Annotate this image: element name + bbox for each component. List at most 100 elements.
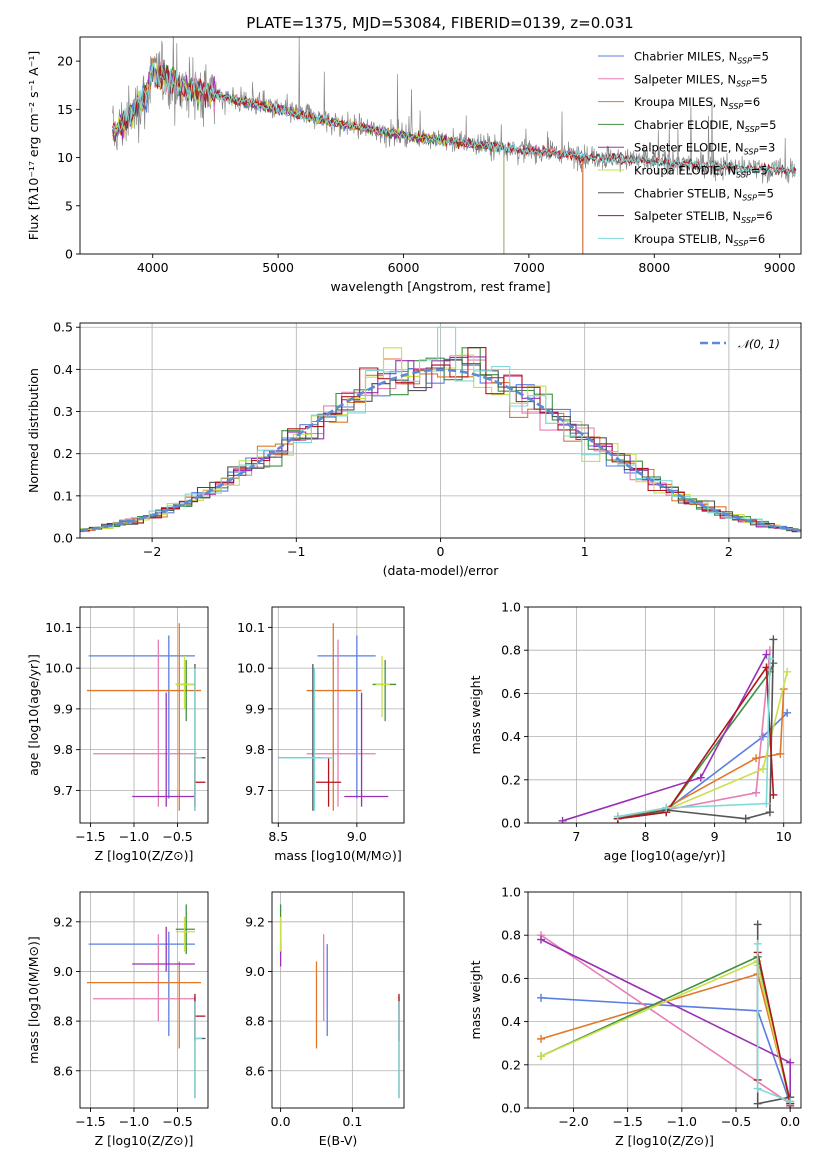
data-point xyxy=(696,773,705,782)
data-point xyxy=(558,816,567,823)
data-point xyxy=(786,1097,795,1106)
y-tick-label: 8.6 xyxy=(53,1063,73,1078)
plot-area xyxy=(279,904,400,1099)
data-point xyxy=(786,1058,795,1067)
y-tick-label: 0.2 xyxy=(53,446,73,461)
series-chabrier-miles xyxy=(537,993,795,1108)
y-axis-label: Normed distribution xyxy=(26,368,41,493)
legend-entry-kroupa-miles: Kroupa MILES, NSSP=6 xyxy=(634,95,760,111)
data-point xyxy=(753,1099,762,1108)
model-spectrum-kroupa-stelib xyxy=(112,62,797,176)
series-line xyxy=(617,665,775,820)
series-salpeter-stelib xyxy=(613,663,778,823)
x-tick-label: 9.0 xyxy=(347,829,367,844)
legend-entry-kroupa-stelib: Kroupa STELIB, NSSP=6 xyxy=(634,232,765,248)
y-tick-label: 9.9 xyxy=(53,701,73,716)
y-tick-label: 15 xyxy=(57,102,73,117)
series-line xyxy=(540,997,791,1104)
data-point xyxy=(769,790,778,799)
data-point xyxy=(783,708,792,717)
x-tick-label: 7000 xyxy=(513,260,545,275)
y-tick-label: 9.8 xyxy=(245,742,265,757)
x-tick-label: −1.5 xyxy=(612,1114,642,1129)
y-tick-label: 9.9 xyxy=(245,701,265,716)
series-line xyxy=(540,973,791,1102)
y-tick-label: 0.5 xyxy=(53,320,73,335)
data-point xyxy=(662,803,671,812)
axes-frame xyxy=(79,891,209,1109)
errorbar-kroupa-miles xyxy=(86,961,202,1049)
x-axis-label: mass [log10(M/M⊙)] xyxy=(274,848,402,863)
errorbar-chabrier-stelib xyxy=(194,664,206,811)
y-tick-label: 0.0 xyxy=(501,1101,521,1116)
y-tick-label: 0.2 xyxy=(501,772,521,787)
x-axis-label: Z [log10(Z/Z⊙)] xyxy=(95,1133,194,1148)
series-kroupa-elodie xyxy=(537,957,795,1108)
y-tick-label: 8.6 xyxy=(245,1063,265,1078)
axes-frame xyxy=(527,891,802,1109)
data-point xyxy=(537,935,545,944)
data-point xyxy=(753,1084,762,1093)
y-tick-label: 10.1 xyxy=(45,620,73,635)
errorbar-kroupa-miles xyxy=(306,623,362,811)
y-tick-label: 0 xyxy=(65,247,73,262)
x-tick-label: 8000 xyxy=(638,260,670,275)
series-line xyxy=(540,959,791,1104)
errorbar-salpeter-stelib xyxy=(316,757,342,807)
series-kroupa-miles xyxy=(613,685,788,823)
series-line xyxy=(562,654,768,822)
y-tick-label: 0.0 xyxy=(53,531,73,546)
y-tick-label: 0.8 xyxy=(501,928,521,943)
x-axis-label: Z [log10(Z/Z⊙)] xyxy=(95,848,194,863)
errorbar-chabrier-miles xyxy=(317,635,376,799)
y-tick-label: 10 xyxy=(57,150,73,165)
series-line xyxy=(617,650,771,818)
y-tick-label: 0.2 xyxy=(501,1057,521,1072)
x-tick-label: 1 xyxy=(581,544,589,559)
y-axis-label: mass weight xyxy=(468,675,483,754)
errorbar-salpeter-miles xyxy=(306,639,376,807)
data-point xyxy=(762,650,771,659)
x-tick-label: 0 xyxy=(437,544,445,559)
x-tick-label: 0.1 xyxy=(342,1114,362,1129)
errorbar-kroupa-stelib xyxy=(278,668,334,811)
errorbar-chabrier-miles xyxy=(88,931,195,1036)
y-tick-label: 0.6 xyxy=(501,971,521,986)
axes-frame xyxy=(79,606,209,824)
errorbar-salpeter-stelib xyxy=(194,757,206,807)
errorbar-kroupa-elodie xyxy=(175,916,195,952)
axes-frame xyxy=(271,891,405,1109)
y-tick-label: 0.1 xyxy=(53,488,73,503)
errorbar-chabrier-elodie xyxy=(175,904,195,955)
panel-mass-vs-EBV: 0.0 0.1 8.6 8.8 9.0 9.2 E(B-V) xyxy=(245,891,405,1148)
y-tick-label: 9.0 xyxy=(53,964,73,979)
legend-entry-kroupa-elodie: Kroupa ELODIE, NSSP=5 xyxy=(634,164,768,180)
x-tick-label: 2 xyxy=(725,544,733,559)
plot-area xyxy=(86,623,206,811)
x-axis-label: wavelength [Angstrom, rest frame] xyxy=(330,279,550,294)
y-tick-label: 1.0 xyxy=(501,885,521,900)
panel-age-vs-mass: 8.5 9.0 9.7 9.8 9.9 10.0 10.1 mass [log10(M/M⊙)… xyxy=(237,606,405,863)
series-kroupa-stelib xyxy=(753,939,795,1106)
x-tick-label: 0.0 xyxy=(271,1114,291,1129)
data-point xyxy=(613,812,622,821)
data-point xyxy=(753,920,762,929)
errorbar-kroupa-stelib xyxy=(194,668,202,811)
errorbar-salpeter-miles xyxy=(93,934,195,1022)
x-tick-label: 7 xyxy=(572,829,580,844)
y-axis-label: age [log10(age/yr)] xyxy=(26,654,41,776)
x-tick-label: −1.5 xyxy=(75,1114,105,1129)
legend-entry-salpeter-stelib: Salpeter STELIB, NSSP=6 xyxy=(634,209,773,225)
y-tick-label: 20 xyxy=(57,54,73,69)
errorbar-chabrier-stelib xyxy=(278,664,323,811)
y-axis-label: mass [log10(M/M⊙)] xyxy=(26,936,41,1064)
x-tick-label: −0.5 xyxy=(162,829,192,844)
errorbar-salpeter-miles xyxy=(93,639,197,807)
y-axis-label: Flux [fλ10⁻¹⁷ erg cm⁻² s⁻¹ A⁻¹] xyxy=(26,51,41,240)
series-line xyxy=(756,952,791,1104)
x-tick-label: 10 xyxy=(776,829,792,844)
y-tick-label: 9.7 xyxy=(245,783,265,798)
panel-spectrum: 4000 5000 6000 7000 8000 9000 0 5 10 15 20 waveleng… xyxy=(26,36,802,294)
y-tick-label: 9.2 xyxy=(245,914,265,929)
x-tick-label: 8.5 xyxy=(268,829,288,844)
